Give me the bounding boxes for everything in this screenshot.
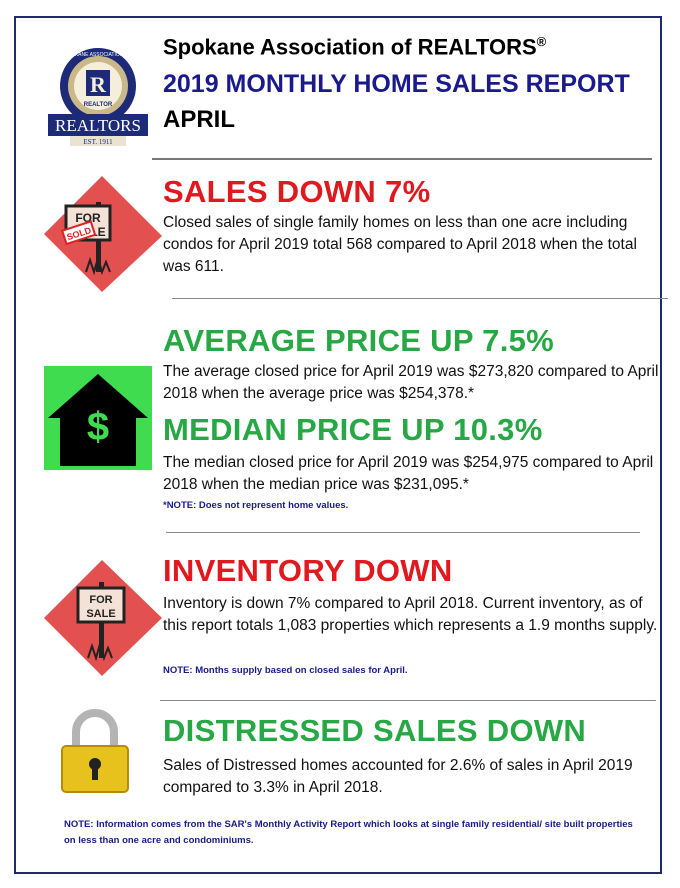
median-price-note: *NOTE: Does not represent home values. <box>163 500 349 511</box>
padlock-icon <box>60 708 130 794</box>
sales-heading: SALES DOWN 7% <box>163 174 431 209</box>
logo-badge-text: REALTOR <box>84 102 113 108</box>
sign-bottom-text: SALE <box>86 608 115 620</box>
inventory-note: NOTE: Months supply based on closed sale… <box>163 665 408 676</box>
house-dollar-icon: $ <box>44 366 152 472</box>
divider <box>160 700 656 701</box>
inventory-heading: INVENTORY DOWN <box>163 553 453 588</box>
for-sale-sign-icon: FOR SALE <box>40 556 165 681</box>
svg-text:R: R <box>90 72 107 97</box>
realtors-logo: R SPOKANE ASSOCIATION OF REALTOR REALTOR… <box>44 42 152 150</box>
divider <box>152 158 652 160</box>
median-price-heading: MEDIAN PRICE UP 10.3% <box>163 412 543 447</box>
divider <box>172 298 668 299</box>
distressed-body: Sales of Distressed homes accounted for … <box>163 757 633 796</box>
registered-mark: ® <box>536 34 547 49</box>
sales-body: Closed sales of single family homes on l… <box>163 214 637 275</box>
logo-ring-text: SPOKANE ASSOCIATION OF <box>64 52 131 58</box>
footer-note: NOTE: Information comes from the SAR's M… <box>64 819 633 846</box>
distressed-heading: DISTRESSED SALES DOWN <box>163 713 587 748</box>
org-name: Spokane Association of REALTORS® <box>163 34 547 60</box>
sign-top-text: FOR <box>89 594 112 606</box>
avg-price-heading: AVERAGE PRICE UP 7.5% <box>163 323 555 358</box>
avg-price-body: The average closed price for April 2019 … <box>163 363 659 402</box>
dollar-sign-text: $ <box>87 405 109 449</box>
inventory-body: Inventory is down 7% compared to April 2… <box>163 595 658 634</box>
report-frame <box>14 16 662 874</box>
sign-top-text: FOR <box>75 211 101 225</box>
median-price-body: The median closed price for April 2019 w… <box>163 454 654 493</box>
logo-est-text: EST. 1911 <box>83 138 113 146</box>
report-month: APRIL <box>163 106 235 133</box>
sold-sign-icon: FOR LE SOLD <box>40 172 165 297</box>
logo-banner-text: REALTORS <box>55 116 141 135</box>
divider <box>166 532 640 533</box>
report-title: 2019 MONTHLY HOME SALES REPORT <box>163 70 630 98</box>
